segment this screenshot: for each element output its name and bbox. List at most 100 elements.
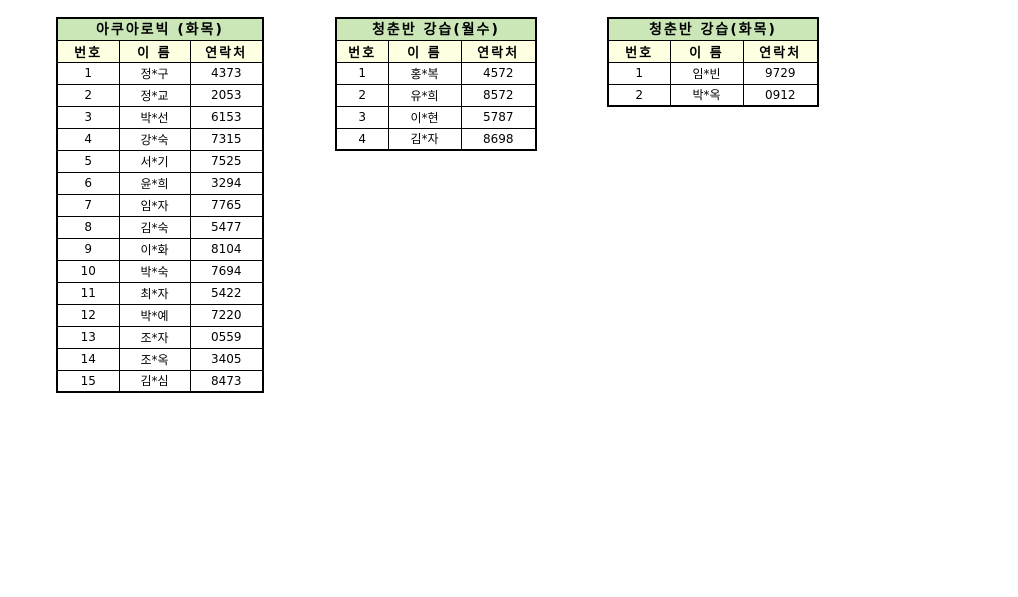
table-cell: 3	[56, 105, 120, 129]
table-cell: 8473	[189, 369, 264, 393]
table-row: 1 정*구 4373	[56, 61, 264, 85]
table-cell: 2	[607, 83, 671, 107]
table-cell: 4572	[460, 61, 537, 85]
table-cell: 6	[56, 171, 120, 195]
table-cell: 0912	[742, 83, 819, 107]
table-cell: 5477	[189, 215, 264, 239]
table-cell: 5422	[189, 281, 264, 305]
table-cell: 2	[56, 83, 120, 107]
col-header-name: 이 름	[387, 39, 462, 63]
table-cell: 1	[607, 61, 671, 85]
table-cell: 1	[335, 61, 389, 85]
table-cell: 8572	[460, 83, 537, 107]
table-row: 7 임*자 7765	[56, 193, 264, 217]
table-row: 4 강*숙 7315	[56, 127, 264, 151]
table-title-row: 청춘반 강습(월수)	[335, 17, 537, 41]
table-cell: 박*옥	[669, 83, 744, 107]
table-cell: 9	[56, 237, 120, 261]
table-row: 15 김*심 8473	[56, 369, 264, 393]
table-cell: 윤*희	[118, 171, 191, 195]
table-cell: 정*교	[118, 83, 191, 107]
table-cell: 0559	[189, 325, 264, 349]
table-cell: 3405	[189, 347, 264, 371]
table-cell: 강*숙	[118, 127, 191, 151]
table-cell: 3	[335, 105, 389, 129]
table-cell: 박*숙	[118, 259, 191, 283]
table-cell: 15	[56, 369, 120, 393]
table-cell: 14	[56, 347, 120, 371]
col-header-contact: 연락처	[189, 39, 264, 63]
table-row: 13 조*자 0559	[56, 325, 264, 349]
table-cell: 홍*복	[387, 61, 462, 85]
table-title: 아쿠아로빅 (화목)	[56, 17, 264, 41]
table-header-row: 번호 이 름 연락처	[56, 39, 264, 63]
table-cell: 박*선	[118, 105, 191, 129]
table-row: 8 김*숙 5477	[56, 215, 264, 239]
col-header-number: 번호	[607, 39, 671, 63]
col-header-contact: 연락처	[742, 39, 819, 63]
table-row: 1 홍*복 4572	[335, 61, 537, 85]
table-title-row: 청춘반 강습(화목)	[607, 17, 819, 41]
table-aqua-aerobics: 아쿠아로빅 (화목) 번호 이 름 연락처 1 정*구 4373 2 정*교 2053 3 박…	[56, 17, 264, 393]
table-row: 1 임*빈 9729	[607, 61, 819, 85]
table-cell: 7525	[189, 149, 264, 173]
table-cell: 7220	[189, 303, 264, 327]
table-cell: 박*예	[118, 303, 191, 327]
col-header-name: 이 름	[118, 39, 191, 63]
table-cell: 김*숙	[118, 215, 191, 239]
table-cell: 서*기	[118, 149, 191, 173]
table-cell: 이*화	[118, 237, 191, 261]
table-cell: 8	[56, 215, 120, 239]
table-youth-class-monwed: 청춘반 강습(월수) 번호 이 름 연락처 1 홍*복 4572 2 유*희 8572 3 이…	[335, 17, 537, 151]
table-cell: 11	[56, 281, 120, 305]
table-title: 청춘반 강습(월수)	[335, 17, 537, 41]
table-cell: 8104	[189, 237, 264, 261]
table-row: 11 최*자 5422	[56, 281, 264, 305]
table-cell: 7	[56, 193, 120, 217]
table-header-row: 번호 이 름 연락처	[607, 39, 819, 63]
col-header-number: 번호	[56, 39, 120, 63]
table-cell: 7765	[189, 193, 264, 217]
table-cell: 정*구	[118, 61, 191, 85]
table-cell: 9729	[742, 61, 819, 85]
table-row: 9 이*화 8104	[56, 237, 264, 261]
table-row: 14 조*옥 3405	[56, 347, 264, 371]
table-cell: 10	[56, 259, 120, 283]
table-cell: 유*희	[387, 83, 462, 107]
table-cell: 3294	[189, 171, 264, 195]
table-cell: 최*자	[118, 281, 191, 305]
table-row: 6 윤*희 3294	[56, 171, 264, 195]
col-header-number: 번호	[335, 39, 389, 63]
table-cell: 4	[56, 127, 120, 151]
table-cell: 4	[335, 127, 389, 151]
table-youth-class-tuethu: 청춘반 강습(화목) 번호 이 름 연락처 1 임*빈 9729 2 박*옥 0912	[607, 17, 819, 107]
table-cell: 임*빈	[669, 61, 744, 85]
table-header-row: 번호 이 름 연락처	[335, 39, 537, 63]
table-cell: 2	[335, 83, 389, 107]
table-cell: 조*옥	[118, 347, 191, 371]
table-cell: 2053	[189, 83, 264, 107]
table-row: 2 정*교 2053	[56, 83, 264, 107]
table-cell: 6153	[189, 105, 264, 129]
table-row: 5 서*기 7525	[56, 149, 264, 173]
table-cell: 김*자	[387, 127, 462, 151]
table-cell: 5787	[460, 105, 537, 129]
table-cell: 김*심	[118, 369, 191, 393]
table-cell: 8698	[460, 127, 537, 151]
table-title: 청춘반 강습(화목)	[607, 17, 819, 41]
table-cell: 조*자	[118, 325, 191, 349]
table-title-row: 아쿠아로빅 (화목)	[56, 17, 264, 41]
table-cell: 4373	[189, 61, 264, 85]
table-row: 3 박*선 6153	[56, 105, 264, 129]
table-row: 12 박*예 7220	[56, 303, 264, 327]
table-cell: 이*현	[387, 105, 462, 129]
table-cell: 7315	[189, 127, 264, 151]
col-header-contact: 연락처	[460, 39, 537, 63]
table-cell: 7694	[189, 259, 264, 283]
table-row: 2 박*옥 0912	[607, 83, 819, 107]
table-row: 3 이*현 5787	[335, 105, 537, 129]
table-cell: 5	[56, 149, 120, 173]
table-cell: 12	[56, 303, 120, 327]
table-row: 4 김*자 8698	[335, 127, 537, 151]
